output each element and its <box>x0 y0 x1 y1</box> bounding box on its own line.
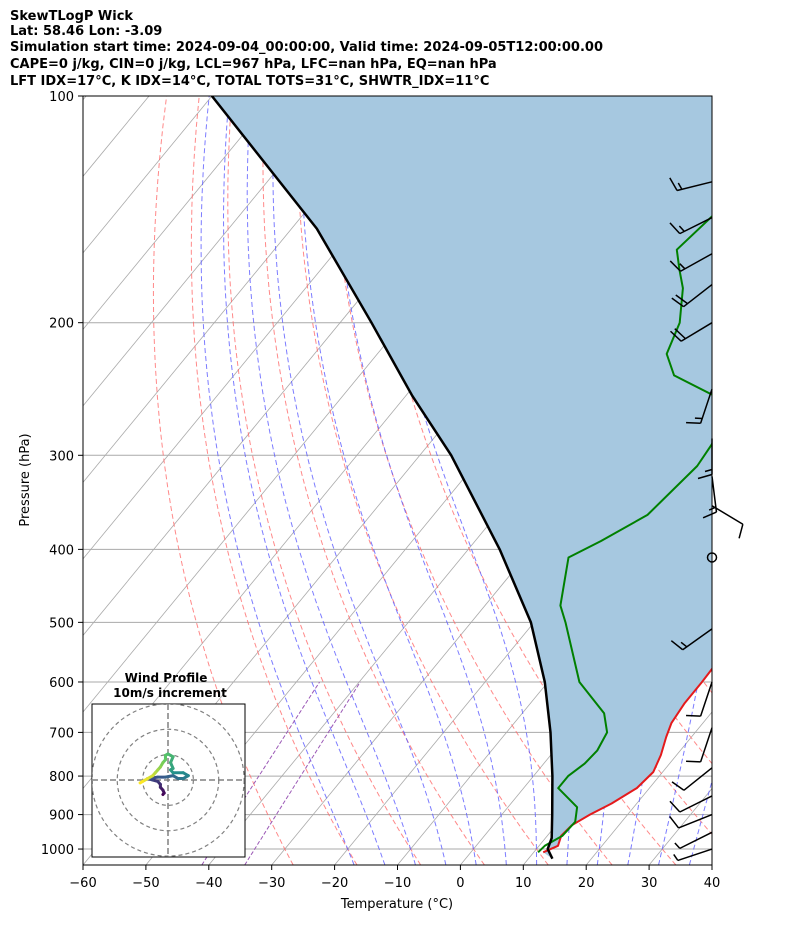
x-tick-label: −20 <box>321 876 348 891</box>
x-tick-label: −40 <box>195 876 222 891</box>
y-tick-label: 500 <box>49 616 74 631</box>
isotherm-line <box>83 96 401 484</box>
dry-adiabat <box>190 96 358 865</box>
y-tick-label: 300 <box>49 449 74 464</box>
x-axis-title: Temperature (°C) <box>340 897 453 912</box>
wind-barb <box>674 831 713 850</box>
wind-barb <box>669 216 713 235</box>
temperature-line <box>542 667 712 854</box>
y-axis-title: Pressure (hPa) <box>18 433 33 526</box>
isotherm-line <box>83 96 276 330</box>
wind-barb <box>669 813 713 829</box>
moist-adiabat <box>272 96 447 865</box>
wind-barb <box>671 283 713 308</box>
mixing-ratio-line <box>201 681 321 865</box>
cape-area <box>211 96 712 859</box>
x-tick-label: −60 <box>69 876 96 891</box>
hodograph-segment <box>138 779 145 785</box>
dewpoint-line <box>537 215 712 854</box>
dry-adiabat <box>262 96 485 865</box>
dry-adiabat <box>753 96 794 865</box>
hodograph: Wind Profile 10m/s increment <box>91 671 246 858</box>
hodograph-title: Wind Profile <box>125 671 208 685</box>
isotherm-line <box>397 481 712 865</box>
y-tick-label: 600 <box>49 676 74 691</box>
time-line: Simulation start time: 2024-09-04_00:00:… <box>10 40 603 55</box>
x-tick-label: 20 <box>578 876 595 891</box>
wind-barb <box>686 388 713 424</box>
dry-adiabat <box>720 96 794 865</box>
wind-barb <box>697 438 713 480</box>
wind-barb <box>669 322 713 342</box>
wind-barb <box>711 505 744 539</box>
isotherm-line <box>83 96 87 101</box>
x-tick-label: 30 <box>641 876 658 891</box>
isotherm-line <box>83 96 213 254</box>
isotherm-line <box>585 711 712 865</box>
y-tick-label: 100 <box>49 90 74 105</box>
profile-lines <box>210 96 712 860</box>
wind-barb <box>686 681 713 717</box>
chart-title: SkewTLogP Wick <box>10 9 134 24</box>
mixing-ratio-line <box>244 681 361 865</box>
cape-line: CAPE=0 j/kg, CIN=0 j/kg, LCL=967 hPa, LF… <box>10 57 497 72</box>
dry-adiabat <box>152 96 294 865</box>
indices-line: LFT IDX=17°C, K IDX=14°C, TOTAL TOTS=31°… <box>10 74 490 89</box>
y-tick-label: 400 <box>49 543 74 558</box>
wind-barb <box>669 795 713 813</box>
moist-adiabat <box>246 96 416 865</box>
y-tick-label: 900 <box>49 809 74 824</box>
wind-barb <box>669 177 713 192</box>
isotherm-line <box>711 864 712 865</box>
x-tick-label: −10 <box>384 876 411 891</box>
y-tick-label: 1000 <box>41 843 74 858</box>
parcel-line <box>210 96 554 860</box>
axes: −60 −50 −40 −30 −20 −10 0 10 20 30 40 100 200 300 400 5… <box>41 90 720 891</box>
wind-barb <box>686 727 713 763</box>
x-tick-label: 0 <box>456 876 464 891</box>
location-line: Lat: 58.46 Lon: -3.09 <box>10 24 163 39</box>
hodograph-subtitle: 10m/s increment <box>113 686 227 700</box>
y-tick-label: 200 <box>49 317 74 332</box>
wind-barb <box>669 253 713 272</box>
moist-adiabat <box>300 96 477 865</box>
wind-barbs <box>669 177 744 862</box>
moist-adiabat <box>332 96 507 865</box>
dry-adiabat <box>296 96 549 865</box>
y-tick-label: 700 <box>49 726 74 741</box>
x-tick-label: −30 <box>258 876 285 891</box>
x-tick-label: −50 <box>132 876 159 891</box>
wind-barb <box>673 848 713 862</box>
moist-adiabat <box>200 96 355 865</box>
wind-barb <box>671 767 713 791</box>
wind-barb <box>670 628 713 651</box>
y-tick-label: 800 <box>49 770 74 785</box>
hodograph-ring <box>92 704 245 857</box>
dry-adiabat <box>361 96 677 865</box>
wind-barb-calm <box>706 552 718 563</box>
isotherm-line <box>83 96 339 407</box>
moist-adiabat <box>720 96 794 865</box>
x-tick-label: 10 <box>515 876 532 891</box>
x-tick-label: 40 <box>704 876 721 891</box>
dry-adiabat <box>786 96 794 865</box>
moist-adiabat <box>222 96 386 865</box>
